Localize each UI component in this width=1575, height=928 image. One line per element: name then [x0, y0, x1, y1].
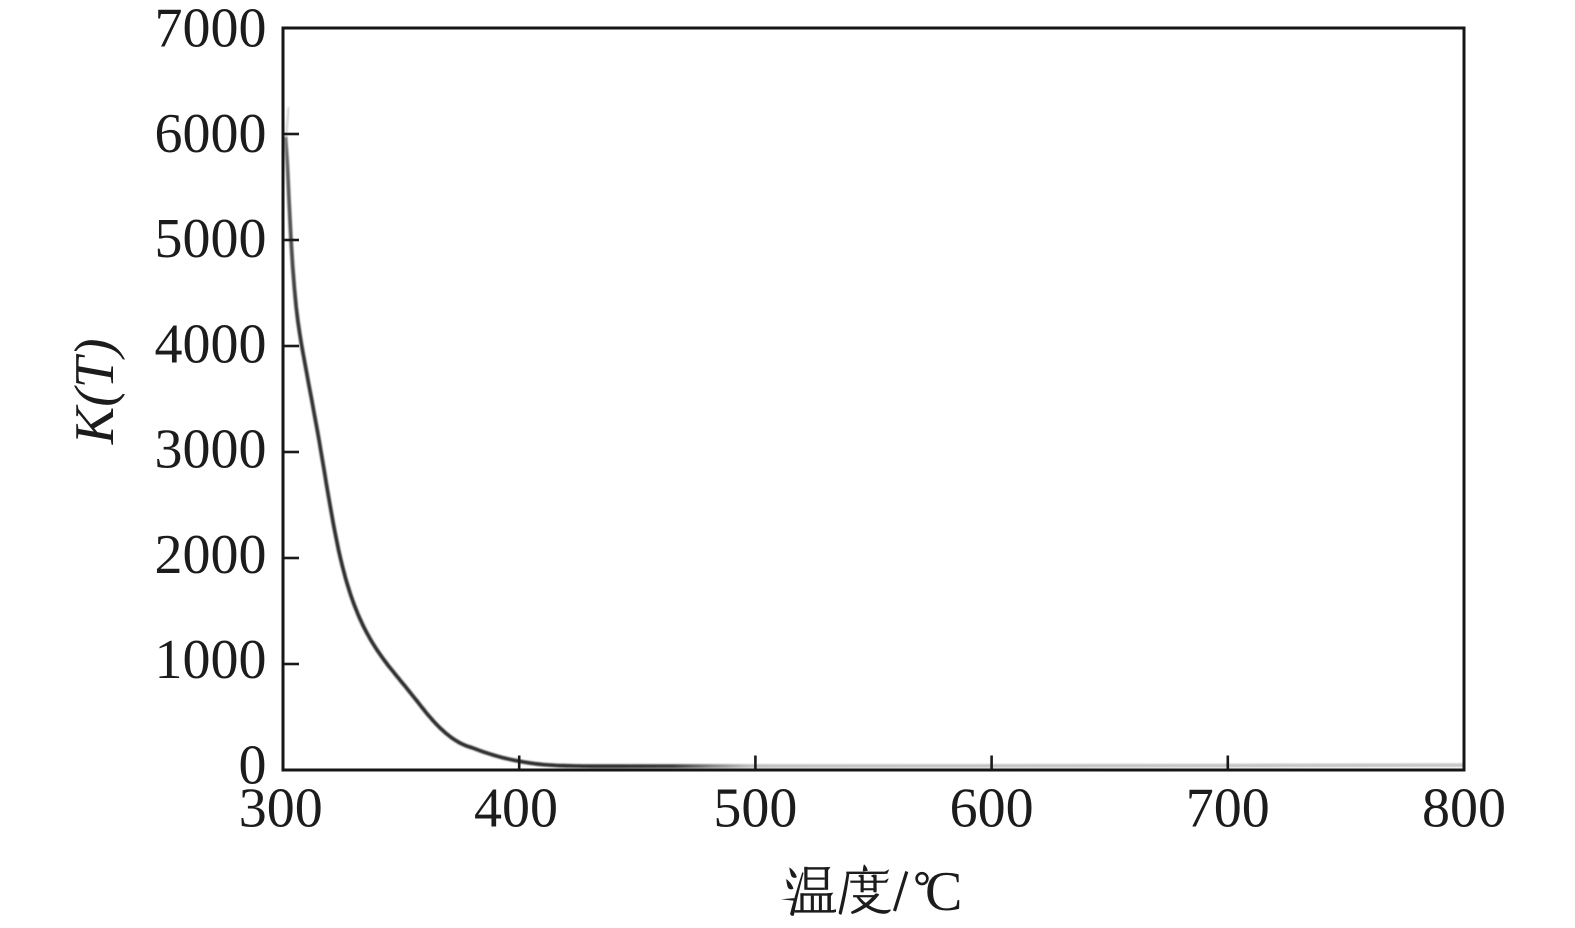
svg-text:K(T): K(T) — [64, 338, 126, 445]
svg-text:500: 500 — [713, 778, 797, 840]
svg-text:800: 800 — [1422, 778, 1506, 840]
svg-text:5000: 5000 — [155, 208, 267, 270]
svg-text:6000: 6000 — [155, 103, 267, 165]
svg-text:2000: 2000 — [155, 524, 267, 586]
svg-text:3000: 3000 — [155, 419, 267, 481]
svg-text:300: 300 — [239, 778, 323, 840]
svg-text:700: 700 — [1186, 778, 1270, 840]
svg-text:4000: 4000 — [155, 313, 267, 375]
svg-text:0: 0 — [239, 734, 267, 796]
svg-text:400: 400 — [474, 778, 558, 840]
svg-text:600: 600 — [950, 778, 1034, 840]
svg-text:7000: 7000 — [155, 0, 267, 60]
svg-text:1000: 1000 — [155, 629, 267, 691]
svg-text:C: C — [925, 861, 962, 923]
